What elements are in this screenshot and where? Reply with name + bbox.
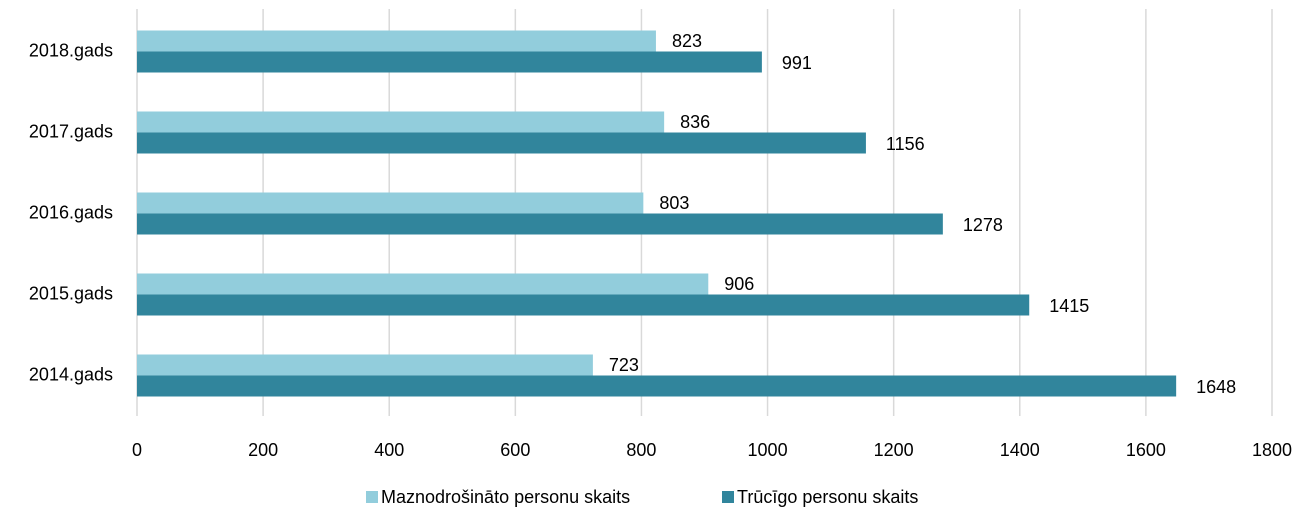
value-label: 906	[724, 274, 754, 294]
y-tick-label: 2017.gads	[29, 121, 113, 141]
y-tick-label: 2015.gads	[29, 283, 113, 303]
value-label: 723	[609, 355, 639, 375]
legend-label: Maznodrošināto personu skaits	[381, 487, 630, 507]
x-tick-label: 1200	[874, 440, 914, 460]
bar	[137, 354, 593, 376]
legend-swatch	[366, 491, 378, 503]
y-tick-label: 2018.gads	[29, 40, 113, 60]
x-tick-label: 1000	[748, 440, 788, 460]
value-label: 1648	[1196, 377, 1236, 397]
value-label: 991	[782, 53, 812, 73]
x-tick-label: 800	[626, 440, 656, 460]
bar	[137, 51, 762, 73]
x-tick-label: 1400	[1000, 440, 1040, 460]
value-label: 836	[680, 112, 710, 132]
x-tick-label: 600	[500, 440, 530, 460]
bar	[137, 111, 665, 133]
x-tick-label: 200	[248, 440, 278, 460]
y-tick-label: 2014.gads	[29, 364, 113, 384]
x-tick-label: 1800	[1252, 440, 1292, 460]
legend-label: Trūcīgo personu skaits	[737, 487, 918, 507]
value-label: 1415	[1049, 296, 1089, 316]
x-tick-label: 0	[132, 440, 142, 460]
bar	[137, 132, 866, 154]
x-tick-label: 400	[374, 440, 404, 460]
bar	[137, 192, 644, 214]
value-label: 823	[672, 31, 702, 51]
legend-swatch	[722, 491, 734, 503]
bar	[137, 273, 709, 295]
bar	[137, 213, 943, 235]
x-tick-label: 1600	[1126, 440, 1166, 460]
bar	[137, 30, 656, 52]
value-label: 1156	[886, 134, 925, 154]
value-label: 1278	[963, 215, 1003, 235]
bar	[137, 375, 1177, 397]
value-label: 803	[659, 193, 689, 213]
bar	[137, 294, 1030, 316]
y-tick-label: 2016.gads	[29, 202, 113, 222]
